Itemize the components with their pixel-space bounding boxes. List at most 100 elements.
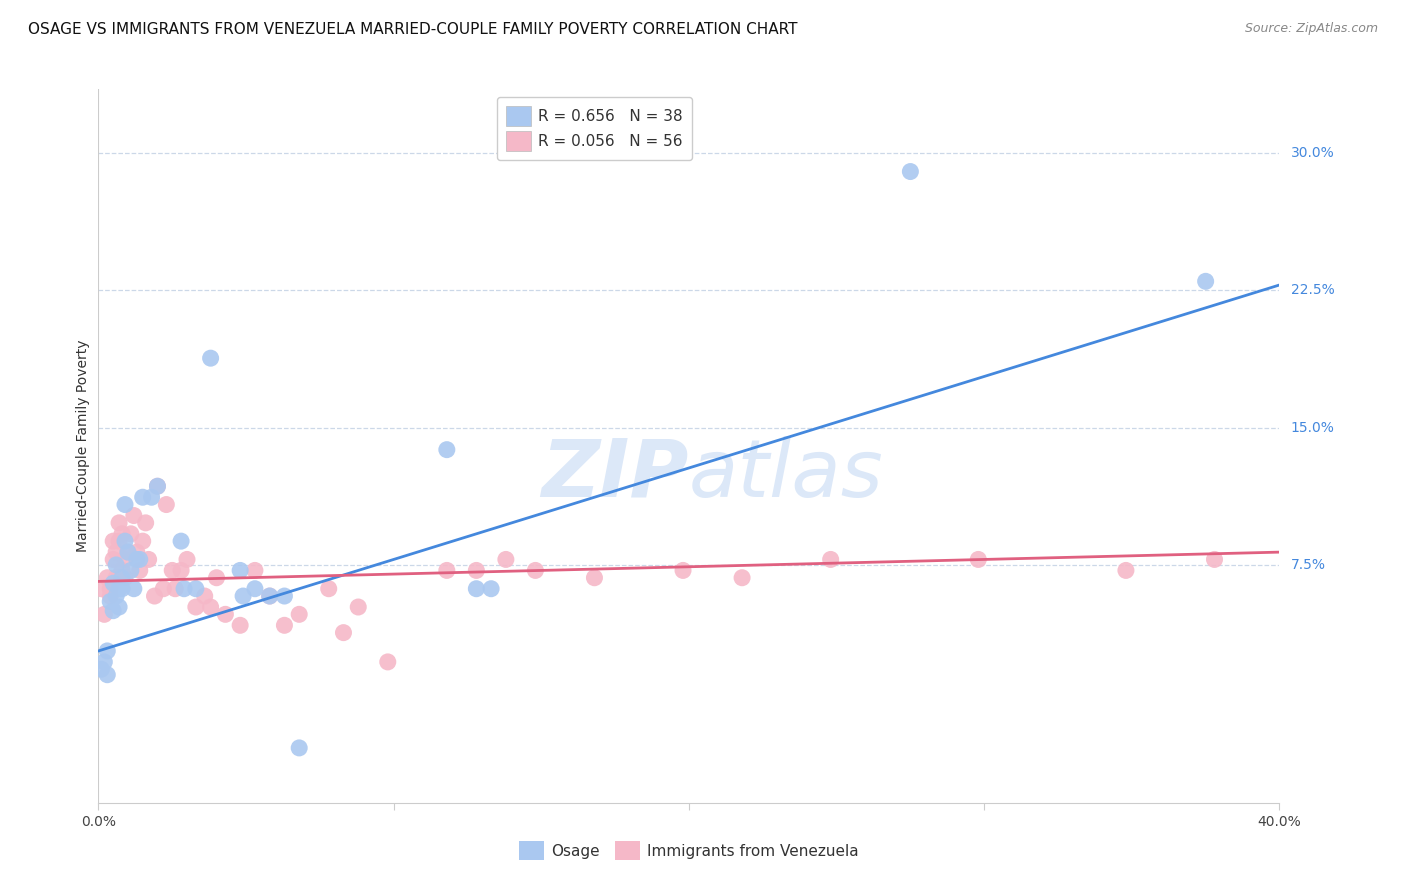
Point <box>128 552 150 566</box>
Point <box>138 552 160 566</box>
Point <box>132 490 155 504</box>
Point <box>146 479 169 493</box>
Point <box>152 582 174 596</box>
Point <box>96 644 118 658</box>
Point <box>259 589 281 603</box>
Point <box>229 563 252 577</box>
Point <box>672 563 695 577</box>
Point <box>128 563 150 577</box>
Point <box>105 589 128 603</box>
Point <box>135 516 157 530</box>
Point <box>120 563 142 577</box>
Text: 15.0%: 15.0% <box>1291 421 1334 434</box>
Point <box>495 552 517 566</box>
Point <box>90 582 112 596</box>
Point <box>194 589 217 603</box>
Point <box>170 563 193 577</box>
Point <box>229 618 252 632</box>
Point <box>479 582 502 596</box>
Point <box>1204 552 1226 566</box>
Point <box>731 571 754 585</box>
Point <box>184 582 207 596</box>
Point <box>200 600 222 615</box>
Point <box>120 526 142 541</box>
Point <box>132 534 155 549</box>
Point <box>583 571 606 585</box>
Point <box>122 508 145 523</box>
Point <box>117 545 139 559</box>
Point <box>108 582 131 596</box>
Point <box>184 600 207 615</box>
Point <box>165 582 187 596</box>
Point <box>141 490 163 504</box>
Point <box>273 589 295 603</box>
Point <box>143 589 166 603</box>
Point <box>465 582 488 596</box>
Point <box>108 534 131 549</box>
Point <box>114 552 136 566</box>
Point <box>93 607 115 622</box>
Point <box>214 607 236 622</box>
Point <box>146 479 169 493</box>
Point <box>122 582 145 596</box>
Point <box>125 545 148 559</box>
Point <box>332 625 354 640</box>
Point <box>288 740 311 755</box>
Point <box>103 604 125 618</box>
Point <box>205 571 228 585</box>
Point <box>108 600 131 615</box>
Point <box>436 442 458 457</box>
Point <box>347 600 370 615</box>
Point <box>108 516 131 530</box>
Point <box>820 552 842 566</box>
Point <box>318 582 340 596</box>
Text: ZIP: ZIP <box>541 435 689 514</box>
Text: Source: ZipAtlas.com: Source: ZipAtlas.com <box>1244 22 1378 36</box>
Point <box>900 164 922 178</box>
Point <box>465 563 488 577</box>
Point <box>436 563 458 577</box>
Point <box>105 558 128 572</box>
Point <box>98 589 121 603</box>
Point <box>232 589 254 603</box>
Text: 30.0%: 30.0% <box>1291 146 1334 161</box>
Point <box>114 571 136 585</box>
Point <box>117 545 139 559</box>
Text: atlas: atlas <box>689 435 884 514</box>
Point <box>125 552 148 566</box>
Point <box>111 582 134 596</box>
Point <box>96 667 118 681</box>
Point <box>93 655 115 669</box>
Point <box>90 662 112 676</box>
Point <box>111 526 134 541</box>
Point <box>967 552 990 566</box>
Point <box>259 589 281 603</box>
Point <box>111 563 134 577</box>
Point <box>243 563 266 577</box>
Point <box>103 576 125 591</box>
Point <box>524 563 547 577</box>
Point <box>105 571 128 585</box>
Point <box>98 594 121 608</box>
Text: 22.5%: 22.5% <box>1291 284 1334 297</box>
Point <box>1115 563 1137 577</box>
Point <box>105 545 128 559</box>
Point <box>114 498 136 512</box>
Point <box>98 582 121 596</box>
Point <box>114 534 136 549</box>
Point <box>162 563 183 577</box>
Point <box>288 607 311 622</box>
Point <box>243 582 266 596</box>
Point <box>155 498 177 512</box>
Point <box>96 571 118 585</box>
Text: OSAGE VS IMMIGRANTS FROM VENEZUELA MARRIED-COUPLE FAMILY POVERTY CORRELATION CHA: OSAGE VS IMMIGRANTS FROM VENEZUELA MARRI… <box>28 22 797 37</box>
Point <box>170 534 193 549</box>
Point <box>377 655 399 669</box>
Y-axis label: Married-Couple Family Poverty: Married-Couple Family Poverty <box>76 340 90 552</box>
Point <box>173 582 195 596</box>
Point <box>1195 274 1218 288</box>
Point <box>103 534 125 549</box>
Point <box>200 351 222 366</box>
Point <box>176 552 198 566</box>
Point <box>111 571 134 585</box>
